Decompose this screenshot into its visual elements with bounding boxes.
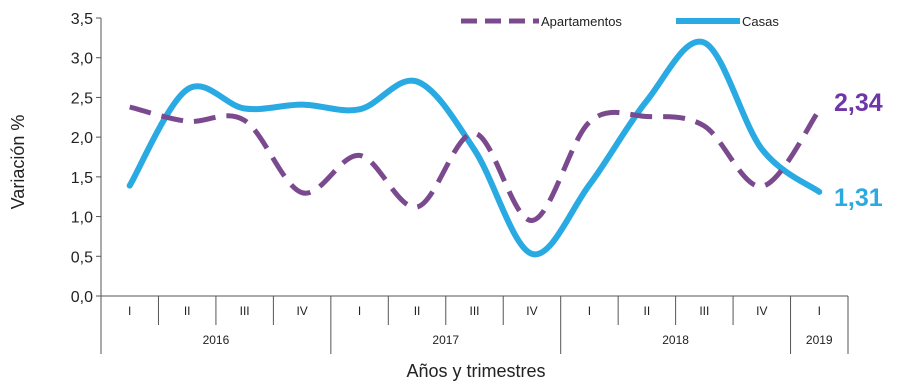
quarter-label: I [358, 304, 361, 318]
y-tick-label: 2,5 [71, 90, 93, 107]
y-tick-label: 1,5 [71, 170, 93, 187]
y-tick-label: 2,0 [71, 130, 93, 147]
end-value-label: 1,31 [834, 184, 883, 212]
quarter-label: I [588, 304, 591, 318]
year-label: 2018 [662, 333, 689, 347]
series-lines [126, 38, 823, 258]
end-labels: 2,34 1,31 [834, 89, 883, 212]
y-axis-title: Variación % [8, 115, 28, 210]
quarter-label: I [818, 304, 821, 318]
legend-label: Apartamentos [541, 14, 622, 29]
quarter-label: IV [526, 304, 537, 318]
quarter-label: II [414, 304, 421, 318]
legend: Apartamentos Casas [461, 14, 779, 29]
series-line-apartamentos [129, 104, 822, 223]
y-tick-label: 0,5 [71, 249, 93, 266]
y-tick-label: 3,0 [71, 51, 93, 68]
legend-label: Casas [742, 14, 779, 29]
quarter-label: IV [756, 304, 767, 318]
year-label: 2019 [806, 333, 833, 347]
quarter-label: III [699, 304, 709, 318]
y-tick-label: 3,5 [71, 11, 93, 28]
year-label: 2016 [203, 333, 230, 347]
y-tick-label: 1,0 [71, 210, 93, 227]
quarter-label: II [184, 304, 191, 318]
quarter-label: III [240, 304, 250, 318]
quarter-label: I [128, 304, 131, 318]
series-line-casas [126, 38, 823, 258]
quarter-label: IV [296, 304, 307, 318]
quarter-label: III [469, 304, 479, 318]
y-axis: 0,0 0,5 1,0 1,5 2,0 2,5 3,0 3,5 [71, 11, 102, 306]
x-axis-title: Años y trimestres [406, 361, 545, 381]
year-label: 2017 [432, 333, 459, 347]
end-value-label: 2,34 [834, 89, 883, 117]
y-tick-label: 0,0 [71, 289, 93, 306]
quarter-label: II [644, 304, 651, 318]
